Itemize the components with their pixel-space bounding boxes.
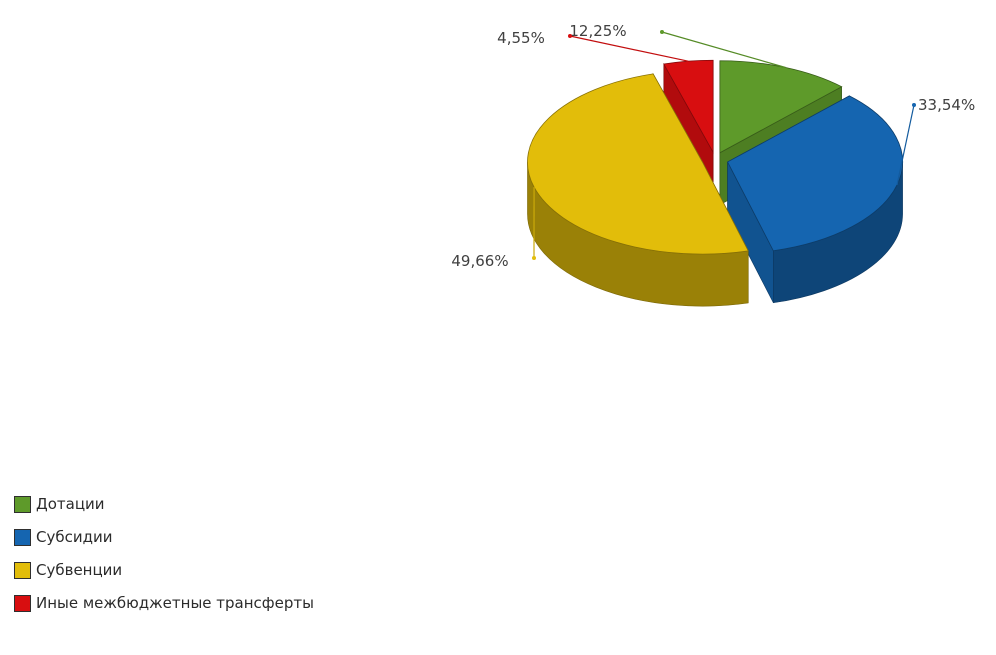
leader-line: [569, 35, 689, 62]
leader-arrow: [660, 30, 664, 34]
legend-item-inye-transferty: Иные межбюджетные трансферты: [14, 591, 314, 615]
leader-line: [661, 31, 786, 69]
data-label: 33,54%: [918, 96, 975, 114]
pie-slice-2: [727, 95, 903, 304]
legend: Дотации Субсидии Субвенции Иные межбюдже…: [14, 492, 314, 624]
legend-label: Субсидии: [36, 528, 113, 546]
data-label: 12,25%: [569, 22, 626, 40]
slice-labels: 12,25% 33,54% 49,66% 4,55%: [451, 22, 975, 270]
legend-swatch: [14, 528, 31, 546]
legend-swatch: [14, 495, 31, 513]
legend-label: Дотации: [36, 495, 105, 513]
legend-item-subsidii: Субсидии: [14, 525, 314, 549]
legend-swatch: [14, 594, 31, 612]
legend-swatch: [14, 561, 31, 579]
slice-top: [663, 59, 714, 154]
legend-label: Субвенции: [36, 561, 123, 579]
data-label: 49,66%: [451, 252, 508, 270]
pie-slice-3: [527, 72, 749, 307]
data-label: 4,55%: [497, 29, 545, 47]
leader-arrow: [568, 34, 572, 38]
legend-item-dotatsii: Дотации: [14, 492, 314, 516]
legend-item-subventsii: Субвенции: [14, 558, 314, 582]
legend-label: Иные межбюджетные трансферты: [36, 594, 314, 612]
leader-arrow: [532, 256, 536, 260]
pie-slices: [527, 59, 903, 307]
leader-line: [896, 104, 915, 186]
leader-arrow: [912, 103, 916, 107]
